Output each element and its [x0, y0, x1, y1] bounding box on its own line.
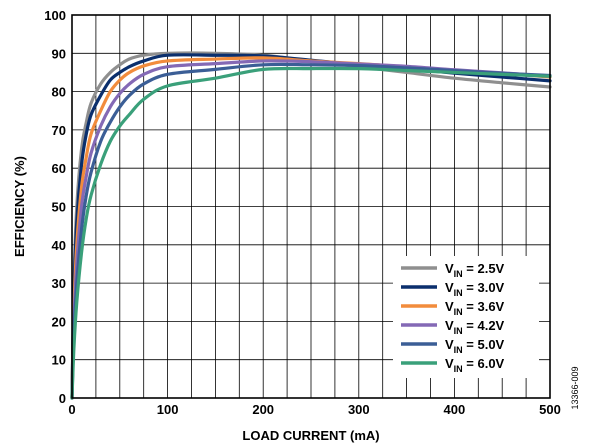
y-tick-label: 50 [52, 200, 66, 215]
x-tick-label: 0 [68, 402, 75, 417]
series-lines [70, 51, 552, 400]
series-line-5 [70, 62, 552, 400]
legend-label-2: VIN = 3.0V [445, 280, 505, 298]
y-tick-label: 100 [44, 8, 66, 23]
y-tick-label: 0 [59, 391, 66, 406]
y-tick-labels: 0 10 20 30 40 50 60 70 80 90 100 [44, 8, 66, 406]
figure-id: 13366-009 [570, 366, 580, 409]
legend-box [393, 256, 539, 378]
x-tick-label: 100 [157, 402, 179, 417]
x-tick-label: 300 [348, 402, 370, 417]
y-tick-label: 60 [52, 161, 66, 176]
legend-label-3: VIN = 3.6V [445, 299, 505, 317]
x-tick-labels: 0 100 200 300 400 500 [68, 402, 560, 417]
x-tick-label: 400 [444, 402, 466, 417]
series-line-6 [70, 66, 552, 400]
plot-frame [71, 14, 551, 399]
y-tick-label: 10 [52, 353, 66, 368]
y-tick-label: 80 [52, 85, 66, 100]
legend-label-4: VIN = 4.2V [445, 318, 505, 336]
x-tick-label: 200 [252, 402, 274, 417]
y-axis-title: EFFICIENCY (%) [12, 156, 27, 257]
legend-label-6: VIN = 6.0V [445, 356, 505, 374]
y-tick-label: 90 [52, 46, 66, 61]
legend-label-1: VIN = 2.5V [445, 261, 505, 279]
x-axis-title: LOAD CURRENT (mA) [242, 428, 379, 443]
x-tick-label: 500 [539, 402, 561, 417]
legend-label-5: VIN = 5.0V [445, 337, 505, 355]
y-tick-label: 30 [52, 276, 66, 291]
y-tick-label: 70 [52, 123, 66, 138]
y-tick-label: 40 [52, 238, 66, 253]
y-tick-label: 20 [52, 314, 66, 329]
